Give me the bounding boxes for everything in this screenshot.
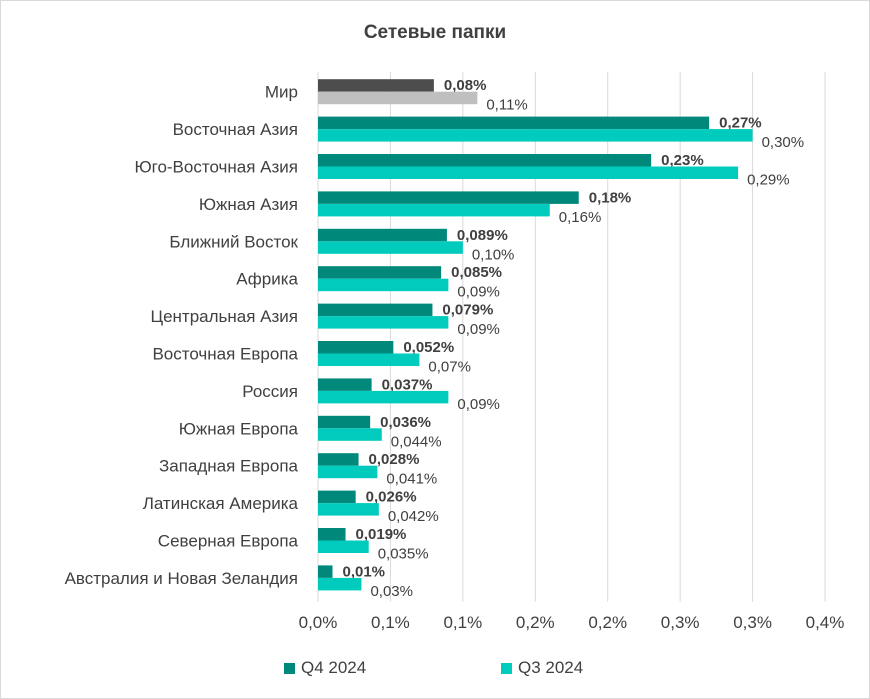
data-label-q3: 0,035%: [378, 546, 429, 563]
legend-item-q4: Q4 2024: [284, 656, 366, 680]
legend-item-q3: Q3 2024: [501, 656, 583, 680]
bar-q4: [318, 79, 434, 92]
category-label: Юго-Восточная Азия: [134, 158, 298, 177]
bar-q3: [318, 241, 463, 254]
data-label-q3: 0,044%: [391, 433, 442, 450]
data-label-q3: 0,042%: [388, 508, 439, 525]
data-label-q3: 0,03%: [370, 583, 413, 600]
data-label-q4: 0,23%: [661, 152, 704, 169]
data-label-q4: 0,08%: [444, 77, 487, 94]
bar-q3: [318, 353, 420, 366]
x-tick-label: 0,3%: [661, 613, 700, 632]
data-label-q3: 0,11%: [486, 97, 527, 114]
legend-swatch-q3: [501, 662, 512, 674]
category-label: Западная Европа: [159, 457, 299, 476]
chart-legend: Q4 2024 Q3 2024: [0, 656, 870, 680]
data-label-q4: 0,27%: [719, 115, 762, 132]
bar-q3: [318, 203, 550, 217]
x-tick-label: 0,0%: [299, 613, 338, 632]
bar-q4: [318, 303, 433, 317]
bar-q3: [318, 129, 753, 142]
bar-q4: [318, 154, 652, 167]
bar-q4: [318, 378, 372, 391]
category-label: Латинская Америка: [143, 494, 299, 513]
data-label-q3: 0,29%: [747, 172, 790, 189]
data-label-q4: 0,028%: [369, 451, 420, 468]
bar-q4: [318, 565, 333, 578]
category-label: Южная Азия: [199, 195, 298, 214]
x-tick-label: 0,4%: [806, 613, 845, 632]
data-label-q4: 0,18%: [589, 189, 632, 206]
category-label: Мир: [265, 83, 298, 102]
bar-q4: [318, 116, 710, 130]
data-label-q4: 0,036%: [380, 414, 431, 431]
x-tick-label: 0,2%: [516, 613, 555, 632]
data-label-q4: 0,037%: [382, 376, 433, 393]
category-label: Северная Европа: [158, 532, 299, 551]
data-label-q4: 0,079%: [442, 302, 493, 319]
data-label-q4: 0,01%: [342, 563, 385, 580]
category-label: Ближний Восток: [169, 232, 298, 251]
data-label-q4: 0,052%: [403, 339, 454, 356]
data-label-q3: 0,09%: [457, 396, 500, 413]
category-label: Восточная Азия: [173, 120, 298, 139]
category-label: Южная Европа: [179, 419, 299, 438]
data-label-q4: 0,026%: [366, 489, 417, 506]
bar-q3: [318, 390, 449, 404]
bar-q3: [318, 91, 478, 105]
data-label-q3: 0,07%: [428, 359, 471, 376]
category-label: Австралия и Новая Зеландия: [65, 569, 298, 588]
x-tick-label: 0,3%: [733, 613, 772, 632]
data-label-q4: 0,085%: [451, 264, 502, 281]
data-label-q3: 0,30%: [762, 134, 805, 151]
bar-q4: [318, 266, 442, 279]
data-label-q3: 0,10%: [472, 246, 515, 263]
category-label: Россия: [242, 382, 298, 401]
category-label: Центральная Азия: [151, 307, 299, 326]
bar-q4: [318, 528, 346, 541]
bar-q3: [318, 316, 449, 329]
data-label-q3: 0,09%: [457, 321, 500, 338]
bar-q3: [318, 540, 369, 553]
chart-title: Сетевые папки: [363, 22, 507, 43]
bar-q3: [318, 503, 379, 516]
bar-q3: [318, 465, 378, 479]
bar-q4: [318, 490, 356, 504]
data-label-q4: 0,089%: [457, 227, 508, 244]
x-tick-label: 0,1%: [371, 613, 410, 632]
bar-q4: [318, 415, 371, 429]
bar-q4: [318, 228, 447, 242]
bar-q4: [318, 341, 394, 354]
data-label-q3: 0,09%: [457, 284, 500, 301]
category-label: Восточная Европа: [152, 345, 298, 364]
bar-q3: [318, 577, 362, 591]
legend-label-q4: Q4 2024: [301, 658, 367, 677]
category-label: Африка: [236, 270, 298, 289]
x-tick-label: 0,1%: [443, 613, 482, 632]
x-tick-label: 0,2%: [588, 613, 627, 632]
bar-q3: [318, 428, 382, 441]
data-label-q3: 0,16%: [559, 209, 602, 226]
data-label-q4: 0,019%: [356, 526, 407, 543]
bar-q3: [318, 278, 449, 292]
bar-q4: [318, 191, 579, 204]
bar-q4: [318, 453, 359, 466]
legend-label-q3: Q3 2024: [518, 658, 584, 677]
legend-swatch-q4: [284, 662, 295, 674]
bar-q3: [318, 166, 739, 179]
data-label-q3: 0,041%: [386, 471, 437, 488]
